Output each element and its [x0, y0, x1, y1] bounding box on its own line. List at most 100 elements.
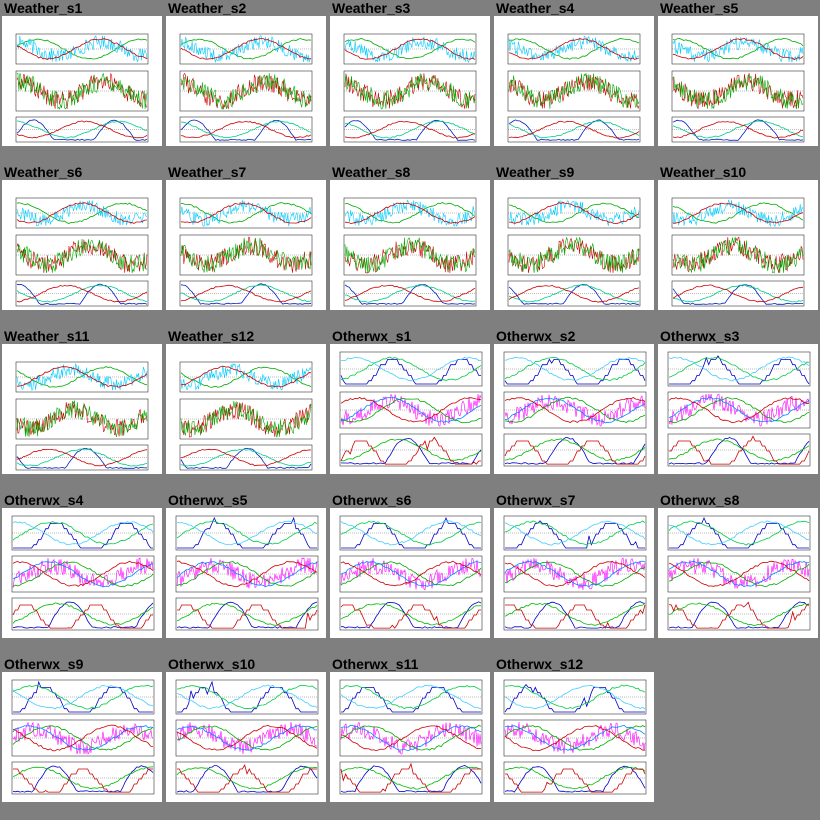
plot-thumbnail[interactable] — [658, 508, 818, 638]
plot-trace — [180, 237, 312, 273]
plot-image — [339, 351, 483, 467]
tile-title[interactable]: Weather_s6 — [4, 164, 83, 180]
plot-trace — [180, 447, 312, 469]
plot-thumbnail[interactable] — [166, 508, 326, 638]
plot-trace — [668, 397, 810, 424]
tile-title[interactable]: Otherwx_s9 — [4, 656, 84, 672]
plot-thumbnail[interactable] — [494, 508, 654, 638]
plot-trace — [12, 725, 154, 751]
plot-trace — [16, 38, 148, 61]
plot-trace — [176, 721, 318, 755]
tile-title[interactable]: Weather_s4 — [496, 0, 575, 16]
plot-trace — [176, 684, 318, 710]
plot-trace — [668, 438, 810, 462]
plot-thumbnail[interactable] — [2, 344, 162, 474]
tile-title[interactable]: Weather_s10 — [660, 164, 747, 180]
plot-thumbnail[interactable] — [2, 16, 162, 146]
plot-thumbnail[interactable] — [494, 180, 654, 310]
plot-trace — [180, 202, 312, 224]
plot-thumbnail[interactable] — [494, 672, 654, 802]
tile-title[interactable]: Otherwx_s10 — [168, 656, 256, 672]
plot-trace — [16, 366, 148, 388]
tile-title[interactable]: Weather_s3 — [332, 0, 411, 16]
tile-title[interactable]: Otherwx_s5 — [168, 492, 248, 508]
plot-trace — [344, 202, 476, 225]
tile-title[interactable]: Otherwx_s3 — [660, 328, 740, 344]
tile-title[interactable]: Weather_s2 — [168, 0, 247, 16]
plot-thumbnail[interactable] — [330, 180, 490, 310]
plot-trace — [16, 363, 148, 391]
plot-trace — [340, 396, 482, 423]
plot-trace — [668, 602, 810, 626]
plot-trace — [672, 73, 804, 110]
plot-thumbnail[interactable] — [2, 180, 162, 310]
tile-title[interactable]: Otherwx_s11 — [332, 656, 419, 672]
plot-trace — [668, 560, 810, 588]
plot-trace — [668, 601, 810, 629]
plot-thumbnail[interactable] — [494, 344, 654, 474]
plot-trace — [508, 284, 640, 303]
plot-trace — [16, 119, 148, 141]
plot-trace — [668, 356, 810, 382]
plot-trace — [504, 765, 646, 793]
plot-thumbnail[interactable] — [330, 508, 490, 638]
plot-image — [667, 515, 811, 631]
plot-thumbnail[interactable] — [166, 16, 326, 146]
plot-image — [15, 33, 149, 143]
tile-title[interactable]: Weather_s5 — [660, 0, 739, 16]
plot-trace — [672, 284, 804, 303]
plot-trace — [672, 38, 804, 61]
plot-trace — [508, 120, 640, 139]
tile-title[interactable]: Weather_s12 — [168, 328, 255, 344]
plot-image — [179, 361, 313, 471]
plot-trace — [16, 202, 148, 224]
tile-title[interactable]: Weather_s8 — [332, 164, 411, 180]
plot-trace — [672, 236, 804, 274]
plot-trace — [504, 683, 645, 713]
plot-trace — [672, 74, 804, 110]
plot-trace — [668, 557, 810, 589]
plot-image — [15, 361, 149, 471]
plot-trace — [344, 120, 475, 139]
plot-trace — [176, 520, 318, 546]
plot-image — [671, 197, 805, 307]
plot-thumbnail[interactable] — [658, 180, 818, 310]
plot-trace — [180, 73, 312, 110]
plot-trace — [672, 37, 804, 60]
plot-trace — [180, 401, 312, 438]
plot-trace — [340, 356, 482, 381]
tile-title[interactable]: Weather_s9 — [496, 164, 575, 180]
plot-thumbnail[interactable] — [494, 16, 654, 146]
plot-thumbnail[interactable] — [2, 508, 162, 638]
tile-title[interactable]: Otherwx_s7 — [496, 492, 576, 508]
plot-trace — [344, 73, 476, 109]
plot-thumbnail[interactable] — [658, 344, 818, 474]
tile-title[interactable]: Weather_s7 — [168, 164, 247, 180]
plot-trace — [344, 284, 476, 303]
plot-thumbnail[interactable] — [330, 344, 490, 474]
tile-title[interactable]: Otherwx_s6 — [332, 492, 412, 508]
plot-trace — [345, 284, 476, 303]
plot-thumbnail[interactable] — [166, 180, 326, 310]
tile-title[interactable]: Otherwx_s2 — [496, 328, 576, 344]
plot-thumbnail[interactable] — [330, 16, 490, 146]
plot-thumbnail[interactable] — [330, 672, 490, 802]
tile-title[interactable]: Otherwx_s8 — [660, 492, 740, 508]
plot-trace — [504, 561, 646, 587]
plot-trace — [672, 284, 804, 305]
plot-trace — [672, 236, 804, 273]
tile-title[interactable]: Weather_s1 — [4, 0, 83, 16]
tile-title[interactable]: Weather_s11 — [4, 328, 90, 344]
plot-thumbnail[interactable] — [166, 672, 326, 802]
tile-title[interactable]: Otherwx_s4 — [4, 492, 84, 508]
plot-trace — [341, 516, 481, 549]
plot-trace — [504, 356, 646, 382]
plot-trace — [668, 561, 810, 588]
tile-title[interactable]: Otherwx_s1 — [332, 328, 412, 344]
plot-trace — [340, 724, 482, 751]
tile-title[interactable]: Otherwx_s12 — [496, 656, 584, 672]
plot-thumbnail[interactable] — [2, 672, 162, 802]
plot-thumbnail[interactable] — [166, 344, 326, 474]
plot-trace — [12, 561, 154, 588]
plot-thumbnail[interactable] — [658, 16, 818, 146]
